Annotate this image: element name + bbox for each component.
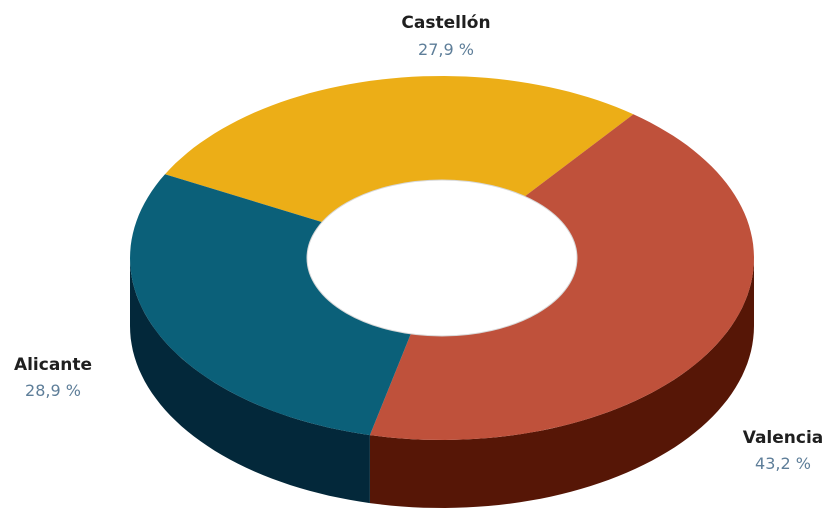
side-wall-alicante [130,258,370,504]
label-castellon: Castellón 27,9 % [401,13,490,59]
slice-value-valencia: 43,2 % [755,454,811,473]
slice-value-castellon: 27,9 % [418,40,474,59]
donut-top-faces [130,76,754,441]
slice-name-castellon: Castellón [401,13,490,33]
slice-valencia [369,114,754,441]
slice-alicante [130,174,411,436]
donut-hole [306,179,578,337]
donut-side-walls [130,258,754,508]
label-valencia: Valencia 43,2 % [743,428,824,473]
label-alicante: Alicante 28,9 % [14,355,92,400]
slice-value-alicante: 28,9 % [25,381,81,400]
side-wall-valencia [369,258,754,508]
slice-name-valencia: Valencia [743,428,824,448]
slice-castellón [165,76,634,223]
slice-name-alicante: Alicante [14,355,92,375]
